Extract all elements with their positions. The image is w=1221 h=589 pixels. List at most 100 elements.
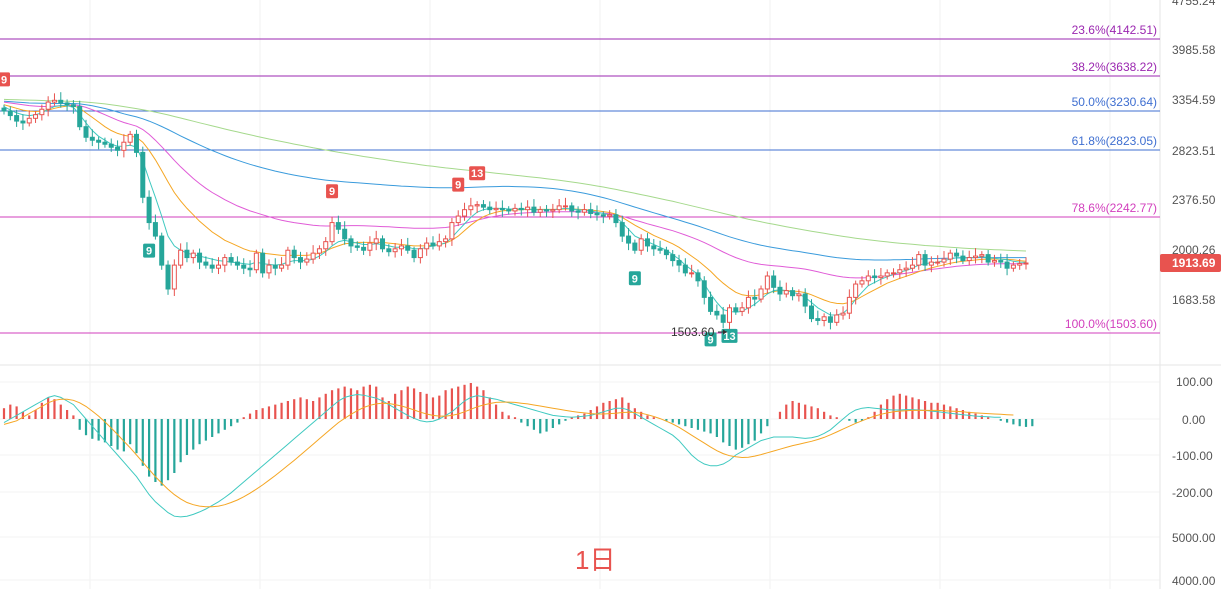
macd-tick: -100.00 (1172, 449, 1213, 463)
candle-body (872, 275, 878, 279)
candle-body (184, 249, 190, 259)
candle-body (594, 212, 600, 216)
candle-body (979, 254, 985, 257)
candle-body (827, 316, 833, 323)
candle-body (298, 257, 304, 263)
candle-body (279, 264, 285, 269)
candle-body (209, 264, 215, 269)
candle-body (178, 249, 184, 266)
candle-body (39, 108, 45, 116)
candle-body (361, 246, 367, 251)
low-price-label: 1503.60 (671, 325, 715, 339)
candle-body (411, 249, 417, 259)
candle-body (562, 205, 568, 208)
candle-body (676, 260, 682, 266)
candle-body (947, 252, 953, 260)
td-marker (0, 72, 10, 87)
candle-body (619, 222, 625, 237)
candle-body (171, 264, 177, 290)
candle-body (474, 204, 480, 207)
candle-body (714, 310, 720, 316)
candle-body (367, 242, 373, 251)
candle-body (783, 290, 789, 295)
price-tick: 1683.58 (1172, 293, 1216, 307)
td-marker-label: 9 (708, 334, 714, 346)
current-price-tag: 1913.69 (1160, 254, 1221, 272)
candle-body (588, 209, 594, 214)
fib-level-label: 78.6%(2242.77) (1072, 201, 1157, 215)
candle-body (626, 235, 632, 244)
candle-body (89, 136, 95, 141)
candle-body (644, 238, 650, 247)
ma-long-line (3, 100, 1026, 261)
ma-slow-line (3, 101, 1026, 279)
candle-body (342, 228, 348, 240)
candle-body (670, 254, 676, 262)
candle-body (518, 207, 524, 211)
macd-tick: 0.00 (1182, 413, 1206, 427)
candle-body (556, 205, 562, 211)
candle-body (1023, 262, 1029, 265)
candle-body (348, 238, 354, 247)
candle-body (146, 196, 152, 224)
candle-body (897, 269, 903, 274)
candle-body (726, 307, 732, 323)
candle-body (701, 280, 707, 298)
candle-body (790, 290, 796, 297)
candle-body (392, 248, 398, 253)
candle-body (991, 260, 997, 263)
candle-body (708, 296, 714, 312)
candle-body (329, 222, 335, 243)
fib-level-label: 100.0%(1503.60) (1065, 317, 1157, 331)
candle-body (380, 238, 386, 250)
candle-body (203, 261, 209, 266)
candle-body (506, 209, 512, 212)
volume-tick: 5000.00 (1172, 531, 1216, 545)
candle-body (884, 272, 890, 277)
candle-body (443, 238, 449, 243)
td-marker-label: 13 (471, 168, 483, 180)
candle-body (575, 210, 581, 213)
candle-body (840, 312, 846, 316)
ma-xlong-line (3, 98, 1027, 252)
candle-body (266, 264, 272, 274)
candle-body (14, 115, 20, 122)
macd-tick: 100.00 (1176, 375, 1213, 389)
candle-body (928, 261, 934, 266)
td-marker-label: 9 (1, 74, 7, 86)
current-price-label: 1913.69 (1172, 256, 1216, 270)
candle-body (354, 245, 360, 248)
candle-body (865, 275, 871, 282)
timeframe-label[interactable]: 1日 (575, 545, 616, 575)
candle-body (853, 283, 859, 298)
candle-body (581, 209, 587, 213)
macd-panel (2, 383, 1034, 518)
td-marker-label: 9 (455, 180, 461, 192)
candle-body (108, 143, 114, 148)
candle-body (241, 264, 247, 269)
candle-body (417, 248, 423, 259)
price-tick: 3354.59 (1172, 93, 1216, 107)
candle-body (228, 257, 234, 263)
macd-axis: 100.00 0.00 -100.00 -200.00 (1172, 375, 1213, 500)
candle-body (424, 242, 430, 250)
candle-body (651, 245, 657, 250)
candle-body (480, 204, 486, 208)
low-price-marker: 1503.60 (671, 325, 727, 339)
candle-body (752, 296, 758, 300)
candle-body (954, 252, 960, 257)
td-sequential-markers: 9 9 9 13 9 9 9 13 (0, 72, 738, 347)
candle-body (878, 275, 884, 279)
candle-body (493, 207, 499, 211)
price-tick: 2823.51 (1172, 144, 1216, 158)
fibonacci-levels: 23.6%(4142.51) 38.2%(3638.22) 50.0%(3230.6… (0, 23, 1160, 334)
candle-body (436, 241, 442, 247)
candle-body (51, 99, 57, 103)
candle-body (373, 238, 379, 244)
candle-body (1017, 263, 1023, 266)
candle-body (745, 296, 751, 309)
volume-axis: 5000.00 4000.00 (1172, 531, 1216, 588)
price-tick: 2000.26 (1172, 243, 1216, 257)
candle-body (663, 249, 669, 256)
